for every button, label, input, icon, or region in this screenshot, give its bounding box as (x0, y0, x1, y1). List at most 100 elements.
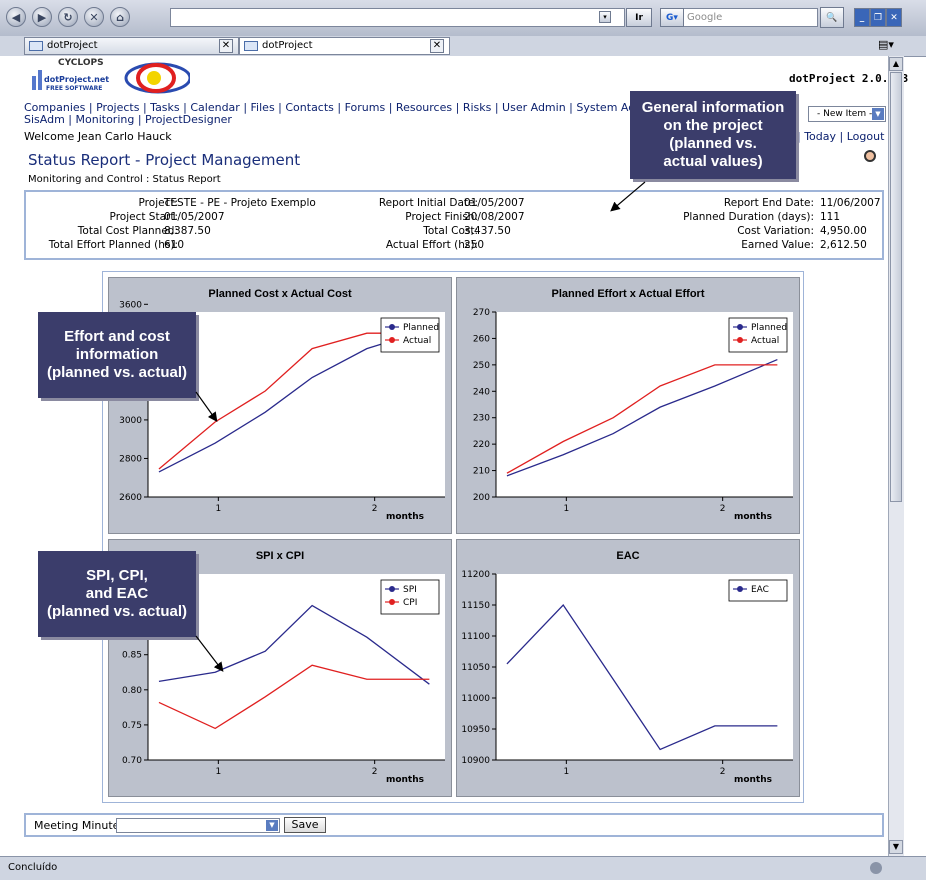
tab-list-icon[interactable]: ▤▾ (878, 38, 894, 51)
search-icon[interactable]: 🔍 (820, 7, 844, 28)
browser-tab-active[interactable]: dotProject ✕ (239, 37, 450, 55)
y-tick-label: 2600 (119, 493, 142, 503)
nav-link-tasks[interactable]: Tasks (150, 101, 180, 114)
today-link[interactable]: Today (804, 130, 837, 143)
series-line-planned (506, 358, 778, 477)
nav-separator: | (139, 101, 151, 114)
legend-marker (389, 324, 395, 330)
nav-link-companies[interactable]: Companies (24, 101, 86, 114)
meeting-label: Meeting Minute: (34, 819, 124, 832)
cyclops-eye-icon (32, 62, 190, 94)
legend-marker (737, 324, 743, 330)
y-tick-label: 10900 (461, 756, 490, 766)
close-window-icon[interactable]: ✕ (886, 8, 902, 27)
legend-marker (389, 586, 395, 592)
tab-label: dotProject (262, 40, 313, 51)
legend-label: Actual (403, 336, 431, 346)
effort-planned-value: 610 (164, 239, 185, 251)
nav-link-risks[interactable]: Risks (462, 101, 492, 114)
project-label: Project: (138, 197, 178, 209)
chart-svg: Planned Effort x Actual Effort 200 210 220 2… (473, 288, 793, 522)
finish-value: 20/08/2007 (464, 211, 525, 223)
chart-title: Planned Effort x Actual Effort (552, 288, 705, 300)
close-tab-icon[interactable]: ✕ (430, 39, 444, 53)
nav-link-contacts[interactable]: Contacts (285, 101, 334, 114)
nav-link-calendar[interactable]: Calendar (190, 101, 240, 114)
project-value: TESTE - PE - Projeto Exemplo (164, 197, 316, 209)
series-line-eac (506, 603, 778, 751)
nav-separator: | (274, 101, 286, 114)
maximize-icon[interactable]: ❐ (870, 8, 886, 27)
scroll-down-icon[interactable]: ▼ (889, 840, 903, 854)
y-tick-label: 220 (473, 440, 490, 450)
go-button[interactable]: Ir (626, 8, 652, 27)
stop-icon[interactable]: ✕ (84, 7, 104, 27)
nav-link-forums[interactable]: Forums (344, 101, 386, 114)
annotation-effort: Effort and cost information (planned vs.… (38, 312, 196, 398)
nav-separator: | (565, 101, 577, 114)
sub-nav: SisAdm | Monitoring | ProjectDesigner (24, 113, 232, 126)
chart-cost: Planned Cost x Actual Cost26002800300032… (108, 277, 452, 534)
chart-effort: Planned Effort x Actual Effort 200 210 220 2… (456, 277, 800, 534)
nav-link-resources[interactable]: Resources (395, 101, 453, 114)
new-item-select[interactable]: - New Item - ▼ (808, 106, 886, 122)
logout-link[interactable]: Logout (846, 130, 885, 143)
legend-label: CPI (403, 598, 417, 608)
x-tick-label: 2 (372, 504, 378, 514)
report-initial-value: 01/05/2007 (464, 197, 525, 209)
y-tick-label: 11050 (461, 663, 490, 673)
actual-effort-label: Actual Effort (hs): (385, 239, 478, 251)
help-icon[interactable] (864, 150, 876, 162)
x-tick-label: 1 (563, 504, 569, 514)
y-tick-label: 0.70 (122, 756, 142, 766)
legend-box (728, 579, 788, 602)
search-input[interactable]: Google (660, 8, 818, 27)
browser-tab[interactable]: dotProject ✕ (24, 37, 239, 55)
scroll-up-icon[interactable]: ▲ (889, 57, 903, 71)
legend-label: EAC (751, 585, 769, 595)
y-tick-label: 3000 (119, 416, 142, 426)
nav-link-sisadm[interactable]: SisAdm (24, 113, 65, 126)
scroll-thumb[interactable] (890, 72, 902, 502)
nav-separator: | (179, 101, 191, 114)
project-info-box: Project: TESTE - PE - Projeto Exemplo Pr… (24, 190, 884, 260)
nav-link-projectdesigner[interactable]: ProjectDesigner (145, 113, 232, 126)
home-icon[interactable]: ⌂ (110, 7, 130, 27)
nav-link-user-admin[interactable]: User Admin (502, 101, 566, 114)
reload-icon[interactable]: ↻ (58, 7, 78, 27)
nav-separator: | (85, 101, 97, 114)
y-tick-label: 260 (473, 334, 490, 344)
nav-separator: | (491, 101, 503, 114)
plot-area (496, 574, 793, 760)
url-input[interactable] (170, 8, 625, 27)
minimize-icon[interactable]: _ (854, 8, 870, 27)
nav-separator: | (452, 101, 463, 114)
welcome-text: Welcome Jean Carlo Hauck (24, 130, 172, 143)
series-line-cpi (158, 664, 430, 730)
security-icon (870, 862, 882, 874)
tab-label: dotProject (47, 40, 98, 51)
nav-link-projects[interactable]: Projects (96, 101, 140, 114)
legend-label: Planned (751, 323, 787, 333)
y-tick-label: 11200 (461, 570, 490, 580)
legend-box (728, 317, 788, 353)
annotation-general: General information on the project (plan… (630, 91, 796, 179)
google-icon[interactable]: G▾ (660, 8, 684, 27)
logo-sub-text: FREE SOFTWARE (46, 85, 103, 92)
y-tick-label: 2800 (119, 454, 142, 464)
back-icon[interactable]: ◀ (6, 7, 26, 27)
nav-link-files[interactable]: Files (250, 101, 275, 114)
logo[interactable] (30, 62, 190, 94)
legend-label: Actual (751, 336, 779, 346)
finish-label: Project Finish: (405, 211, 478, 223)
cost-planned-label: Total Cost Planned: (77, 225, 178, 237)
url-dropdown-icon[interactable]: ▾ (599, 11, 611, 23)
legend-marker (737, 586, 743, 592)
close-tab-icon[interactable]: ✕ (219, 39, 233, 53)
forward-icon[interactable]: ▶ (32, 7, 52, 27)
save-button[interactable]: Save (284, 817, 326, 833)
x-axis-label: months (734, 512, 772, 522)
nav-link-monitoring[interactable]: Monitoring (75, 113, 135, 126)
meeting-select[interactable]: ▼ (116, 818, 280, 833)
series-line-actual (506, 364, 778, 474)
